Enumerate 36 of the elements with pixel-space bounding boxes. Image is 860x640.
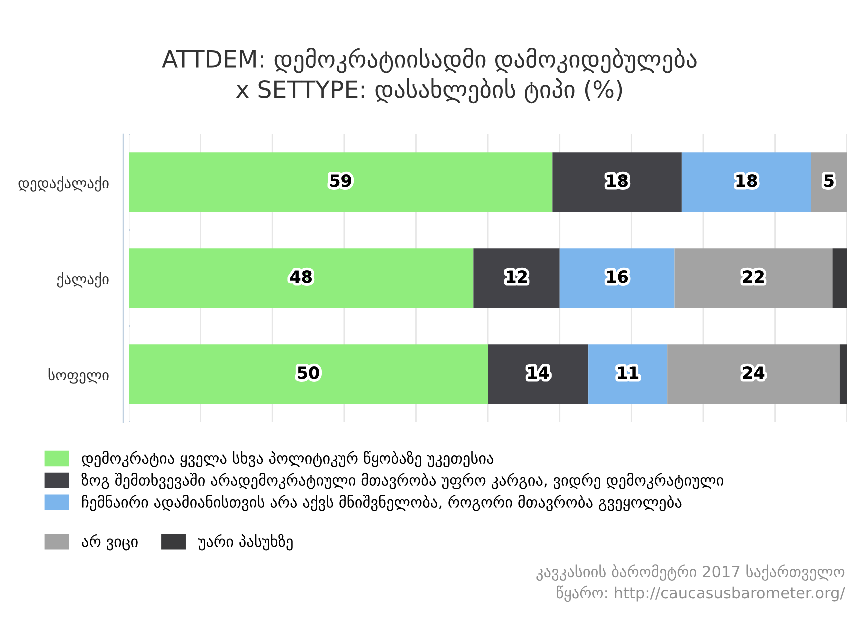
- data-label: 16: [608, 270, 628, 284]
- bar: [832, 248, 848, 308]
- bar: [474, 248, 560, 308]
- bar: [674, 248, 833, 308]
- y-tick-label: ქალაქი: [57, 272, 109, 288]
- data-label: 48: [290, 270, 312, 284]
- bar: [129, 344, 488, 404]
- data-label: 50: [298, 366, 320, 380]
- bar: [560, 248, 675, 308]
- y-tick-label: სოფელი: [48, 368, 109, 384]
- bar: [129, 152, 553, 212]
- bar: [488, 344, 589, 404]
- text: წყარო: http://caucasusbarometer.org/: [557, 586, 846, 602]
- data-label: 24: [743, 366, 765, 379]
- data-label: 18: [608, 174, 628, 188]
- bar: [552, 152, 682, 212]
- data-label: 59: [330, 174, 352, 188]
- bar: [588, 344, 668, 404]
- bar: [129, 248, 474, 308]
- legend-label: ზოგ შემთხვევაში არადემოკრატიული მთავრობა უფრო კარგია, ვიდრე დემოკრატიული: [82, 473, 724, 490]
- data-label: 14: [528, 366, 550, 379]
- data-label: 12: [507, 270, 527, 283]
- legend-label: არ ვიცი: [82, 534, 138, 551]
- legend-label: დემოკრატია ყველა სხვა პოლიტიკურ წყობაზე უკეთესია: [82, 451, 494, 468]
- legend-label: ჩემნაირი ადამიანისთვის არა აქვს მნიშვნელობა, როგორი მთავრობა გვეყოლება: [82, 494, 682, 512]
- text: კავკასიის ბარომეტრი 2017 საქართველო: [536, 564, 845, 581]
- bar: [840, 344, 848, 404]
- legend-label: უარი პასუხზე: [198, 534, 293, 551]
- bar: [668, 344, 840, 404]
- data-label: 22: [743, 270, 764, 283]
- data-label: 5: [824, 174, 834, 188]
- data-label: 11: [618, 366, 639, 379]
- bar: [682, 152, 812, 212]
- y-tick-label: დედაქალაქი: [18, 176, 109, 192]
- data-label: 18: [736, 174, 758, 188]
- chart-title: ATTDEM: დემოკრატიისადმი დამოკიდებულება x SETTYPE: დასახლების ტიპი (%): [162, 48, 697, 104]
